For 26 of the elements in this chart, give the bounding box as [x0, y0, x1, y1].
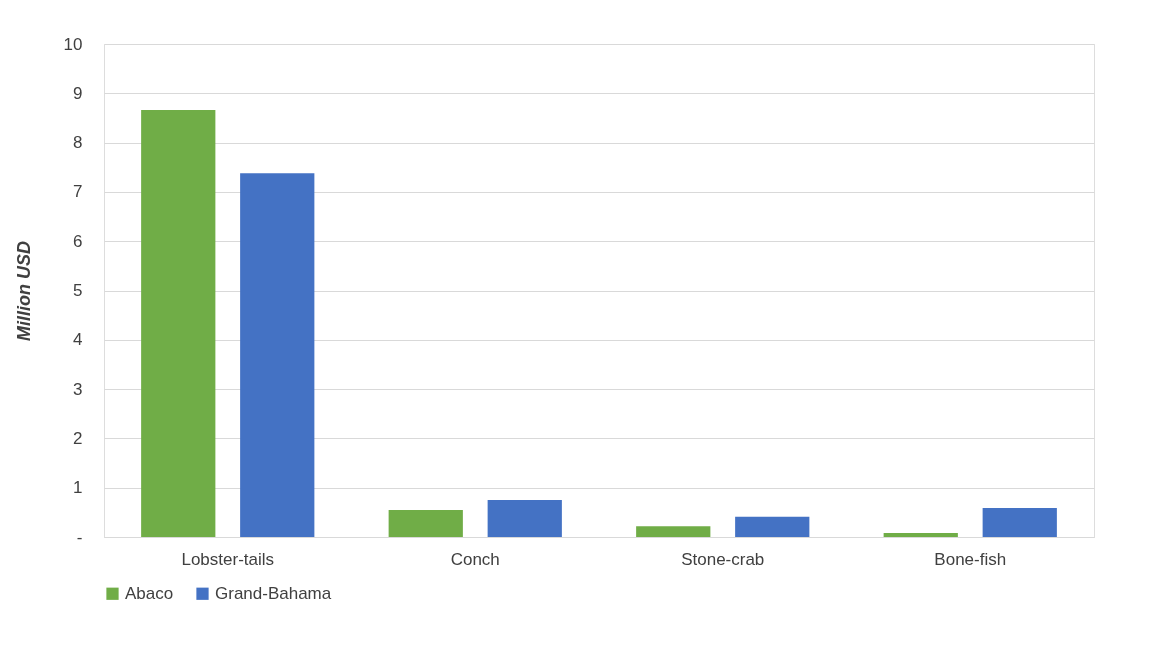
x-tick-label: Conch — [450, 549, 500, 569]
x-tick-label: Lobster-tails — [181, 549, 275, 569]
x-tick-label: Stone-crab — [681, 549, 765, 569]
y-tick-label: 8 — [73, 133, 83, 153]
bar — [240, 173, 315, 537]
y-tick-label: 6 — [73, 231, 83, 251]
bar — [487, 500, 562, 537]
y-tick-label: 9 — [73, 83, 83, 103]
y-tick-label: 2 — [73, 428, 83, 448]
y-tick-label: 4 — [73, 330, 83, 350]
bar — [982, 507, 1057, 537]
bar — [636, 526, 711, 537]
y-tick-label: 7 — [73, 182, 83, 202]
bar — [141, 110, 216, 537]
y-axis-title: Million USD — [13, 241, 34, 341]
y-tick-label: 5 — [73, 281, 83, 300]
y-tick-label: 10 — [63, 34, 83, 54]
y-tick-label: - — [76, 527, 83, 547]
y-tick-label: 1 — [73, 478, 83, 498]
legend-label: Grand-Bahama — [215, 583, 332, 603]
bar — [388, 509, 463, 537]
y-tick-label: 3 — [73, 379, 83, 399]
legend-label: Abaco — [125, 583, 174, 603]
bar — [883, 533, 958, 537]
bar — [735, 516, 810, 537]
x-tick-label: Bone-fish — [934, 549, 1007, 569]
